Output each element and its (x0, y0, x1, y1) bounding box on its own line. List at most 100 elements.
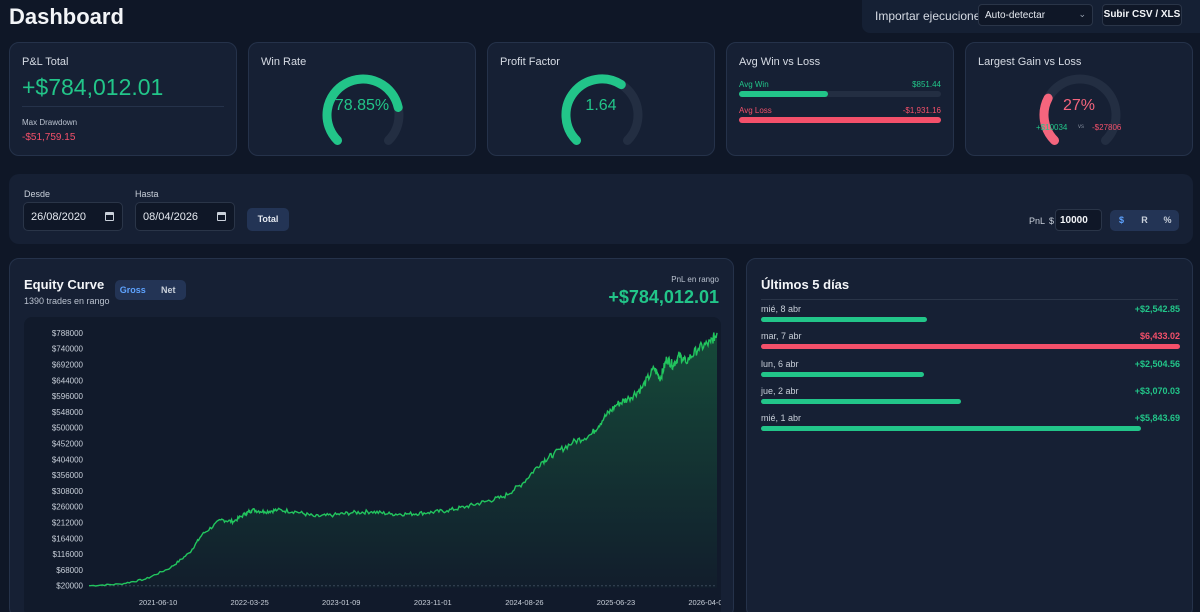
pnl-base-input[interactable]: 10000 (1055, 209, 1102, 231)
avg-win-bar (739, 91, 828, 97)
day-pnl: +$3,070.03 (1134, 386, 1180, 396)
equity-chart-area: $20000 $68000 $116000 $164000 $212000 $260000… (24, 317, 727, 612)
equity-chart: $20000 $68000 $116000 $164000 $212000 $260000… (52, 329, 727, 607)
avg-win-loss-card: Avg Win vs Loss Avg Win $851.44 Avg Loss… (726, 42, 954, 156)
currency-label: $ (1049, 216, 1055, 226)
divider (22, 106, 224, 107)
y-tick-label: $788000 (52, 329, 84, 338)
win-rate-gauge (322, 74, 404, 145)
day-pnl: +$2,504.56 (1134, 359, 1180, 369)
vs-label: vs (1078, 124, 1084, 130)
total-button[interactable]: Total (247, 208, 289, 231)
last5-title: Últimos 5 días (761, 277, 850, 292)
chevron-down-icon: ⌄ (1078, 9, 1086, 19)
y-tick-label: $116000 (52, 550, 83, 559)
import-select-value: Auto-detectar (985, 10, 1046, 21)
largest-ratio-value: 27% (1062, 97, 1096, 114)
day-bar (761, 317, 927, 322)
y-tick-label: $740000 (52, 345, 84, 354)
y-tick-label: $692000 (52, 361, 84, 370)
day-pnl: $6,433.02 (1139, 331, 1180, 341)
equity-line (88, 332, 718, 587)
to-date-value: 08/04/2026 (143, 211, 199, 223)
top-bar: Dashboard Importar ejecuciones Auto-dete… (0, 0, 1200, 34)
from-label: Desde (24, 189, 51, 199)
calendar-icon[interactable] (217, 212, 226, 221)
y-tick-label: $596000 (52, 392, 84, 401)
day-date: mar, 7 abr (761, 331, 802, 341)
equity-title: Equity Curve (24, 277, 105, 292)
card-title: Avg Win vs Loss (739, 56, 821, 68)
gross-net-toggle: Gross Net (115, 280, 186, 300)
mode-dollar-button[interactable]: $ (1118, 215, 1124, 225)
profit-factor-gauge (561, 74, 643, 145)
y-tick-label: $548000 (52, 408, 84, 417)
avg-win-value: $851.44 (912, 80, 941, 89)
avg-loss-value: -$1,931.16 (902, 106, 941, 115)
net-button[interactable]: Net (160, 285, 176, 295)
day-row: mar, 7 abr $6,433.02 (761, 331, 1180, 357)
pnl-mode-toggle: $ R % (1110, 210, 1179, 231)
max-drawdown-value: -$51,759.15 (22, 132, 76, 143)
page-title: Dashboard (9, 4, 124, 29)
gross-button[interactable]: Gross (119, 285, 146, 295)
import-format-select[interactable]: Auto-detectar ⌄ (978, 4, 1093, 26)
day-pnl: +$2,542.85 (1134, 304, 1180, 314)
largest-loss-value: -$27806 (1092, 123, 1122, 132)
avg-win-bar-track (739, 91, 941, 97)
y-tick-label: $164000 (52, 534, 84, 543)
day-row: mié, 8 abr +$2,542.85 (761, 304, 1180, 330)
day-bar (761, 399, 961, 404)
largest-gain-gauge (1039, 74, 1121, 145)
avg-win-label: Avg Win (739, 80, 769, 89)
y-tick-label: $356000 (52, 471, 84, 480)
avg-loss-bar (739, 117, 941, 123)
y-tick-label: $452000 (52, 440, 84, 449)
import-panel: Importar ejecuciones Auto-detectar ⌄ Sub… (862, 0, 1200, 33)
largest-gain-value: +$10034 (1036, 123, 1068, 132)
calendar-icon[interactable] (105, 212, 114, 221)
range-pnl-value: +$784,012.01 (608, 287, 719, 307)
x-tick-label: 2024-08-26 (505, 598, 543, 607)
win-rate-card: Win Rate 78.85% (248, 42, 476, 156)
max-drawdown-label: Max Drawdown (22, 118, 78, 127)
day-row: mié, 1 abr +$5,843.69 (761, 413, 1180, 439)
divider (761, 299, 1178, 300)
equity-curve-panel: Equity Curve 1390 trades en rango Gross … (9, 258, 734, 612)
y-tick-label: $68000 (56, 566, 83, 575)
x-tick-label: 2026-04-08 (688, 598, 721, 607)
day-bar (761, 372, 924, 377)
to-date-input[interactable]: 08/04/2026 (135, 202, 235, 231)
profit-factor-card: Profit Factor 1.64 (487, 42, 715, 156)
range-pnl-label: PnL en rango (671, 275, 719, 284)
day-date: mié, 1 abr (761, 413, 802, 423)
day-row: jue, 2 abr +$3,070.03 (761, 386, 1180, 412)
day-pnl: +$5,843.69 (1134, 413, 1180, 423)
y-tick-label: $308000 (52, 487, 84, 496)
card-title: Profit Factor (500, 56, 560, 68)
x-tick-label: 2022-03-25 (230, 598, 268, 607)
from-date-input[interactable]: 26/08/2020 (23, 202, 123, 231)
y-tick-label: $404000 (52, 455, 84, 464)
y-tick-label: $644000 (52, 376, 84, 385)
upload-csv-button[interactable]: Subir CSV / XLS (1102, 4, 1182, 26)
mode-r-button[interactable]: R (1141, 215, 1148, 225)
pnl-label: PnL (1029, 216, 1046, 226)
y-tick-label: $260000 (52, 503, 84, 512)
card-title: Largest Gain vs Loss (978, 56, 1082, 68)
day-date: jue, 2 abr (761, 386, 799, 396)
day-bar (761, 426, 1141, 431)
profit-factor-value: 1.64 (585, 97, 617, 114)
last-5-days-panel: Últimos 5 días mié, 8 abr +$2,542.85 mar… (746, 258, 1193, 612)
equity-subtitle: 1390 trades en rango (24, 296, 110, 306)
win-rate-value: 78.85% (334, 97, 390, 114)
x-tick-label: 2025-06-23 (597, 598, 635, 607)
pnl-total-card: P&L Total +$784,012.01 Max Drawdown -$51… (9, 42, 237, 156)
from-date-value: 26/08/2020 (31, 211, 87, 223)
import-label: Importar ejecuciones (875, 9, 987, 23)
to-label: Hasta (135, 189, 159, 199)
filters-bar: Desde 26/08/2020 Hasta 08/04/2026 Total … (9, 174, 1193, 244)
mode-percent-button[interactable]: % (1163, 215, 1172, 225)
day-date: lun, 6 abr (761, 359, 799, 369)
avg-loss-bar-track (739, 117, 941, 123)
